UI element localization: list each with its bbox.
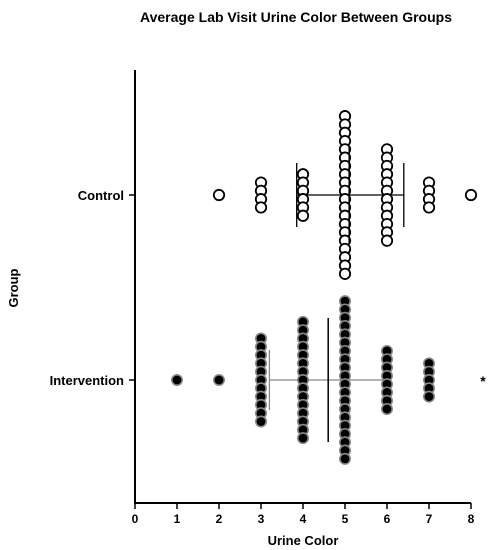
x-tick-label-3: 3 <box>258 512 265 526</box>
intervention-point <box>213 373 226 386</box>
x-tick-label-5: 5 <box>342 512 349 526</box>
y-axis-title: Group <box>6 268 21 307</box>
x-axis-title: Urine Color <box>268 533 339 548</box>
x-tick-label-0: 0 <box>132 512 139 526</box>
y-tick-label-control: Control <box>78 188 124 203</box>
significance-marker: * <box>480 373 486 389</box>
x-tick-label-7: 7 <box>426 512 433 526</box>
intervention-point <box>171 373 184 386</box>
x-tick-label-4: 4 <box>300 512 307 526</box>
control-point <box>296 209 310 222</box>
control-point <box>380 234 394 247</box>
intervention-point <box>296 432 309 445</box>
control-point <box>338 267 352 280</box>
y-tick-label-intervention: Intervention <box>50 373 124 388</box>
control-point <box>212 188 226 202</box>
control-point <box>254 201 268 214</box>
control-point <box>464 188 478 202</box>
intervention-point <box>338 452 351 465</box>
x-tick-label-6: 6 <box>384 512 391 526</box>
plot-area: 0 1 2 3 4 5 6 7 8 Control Intervention * <box>50 70 486 526</box>
intervention-point <box>255 415 268 428</box>
intervention-point <box>422 390 435 403</box>
control-point <box>422 201 436 214</box>
chart-title: Average Lab Visit Urine Color Between Gr… <box>140 9 452 25</box>
x-tick-label-2: 2 <box>216 512 223 526</box>
intervention-point <box>380 403 393 416</box>
x-tick-label-8: 8 <box>468 512 475 526</box>
x-tick-label-1: 1 <box>174 512 181 526</box>
